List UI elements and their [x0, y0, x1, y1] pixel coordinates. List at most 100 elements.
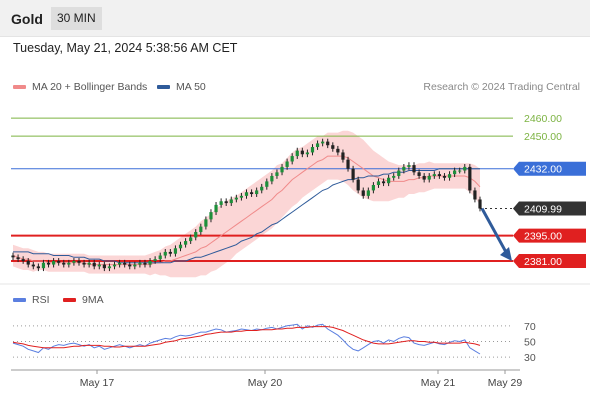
candle-body-51 — [270, 175, 274, 182]
candle-body-62 — [326, 141, 330, 146]
candle-body-74 — [387, 177, 391, 184]
candle-body-47 — [249, 192, 254, 195]
timestamp: Tuesday, May 21, 2024 5:38:56 AM CET — [13, 41, 238, 55]
top-bar: Gold 30 MIN — [0, 0, 590, 37]
level-label-4: 2395.00 — [524, 231, 562, 243]
candle-body-0 — [11, 255, 15, 258]
x-tick-label-2: May 21 — [421, 377, 456, 389]
candle-body-49 — [260, 186, 264, 191]
candle-body-21 — [117, 262, 122, 265]
candle-body-89 — [463, 166, 467, 171]
candle-body-36 — [194, 232, 198, 238]
candle-body-66 — [346, 159, 350, 169]
candle-body-40 — [214, 204, 218, 213]
candle-body-41 — [219, 201, 223, 205]
candle-body-73 — [381, 181, 386, 184]
bollinger-band — [13, 130, 480, 278]
candle-body-6 — [41, 262, 46, 269]
level-tag-3 — [513, 201, 586, 216]
candle-body-55 — [290, 156, 294, 162]
candle-body-57 — [300, 150, 304, 155]
legend-ma20-bollinger: MA 20 + Bollinger Bands — [13, 81, 147, 93]
forecast-arrow-head — [500, 246, 512, 261]
candle-body-10 — [62, 262, 66, 265]
ma50-line — [13, 168, 480, 264]
candle-body-45 — [239, 195, 244, 198]
candle-body-34 — [183, 241, 188, 245]
rsi-line — [12, 323, 481, 355]
candle-body-16 — [92, 262, 96, 267]
candle-body-35 — [189, 237, 193, 242]
candle-body-87 — [453, 170, 457, 175]
symbol-title: Gold — [11, 11, 43, 27]
legend-9ma: 9MA — [63, 294, 104, 306]
candle-body-39 — [209, 212, 213, 220]
candle-body-22 — [123, 262, 127, 265]
candle-body-27 — [148, 260, 152, 265]
candle-body-4 — [31, 264, 35, 267]
candle-body-50 — [265, 181, 269, 187]
candle-body-18 — [102, 264, 106, 269]
candle-body-43 — [229, 199, 233, 204]
candle-body-46 — [244, 192, 249, 196]
candle-body-5 — [36, 266, 40, 269]
legend-label-ma20: MA 20 + Bollinger Bands — [32, 81, 148, 93]
level-label-0: 2460.00 — [524, 113, 562, 125]
candle-body-60 — [315, 143, 320, 148]
legend-swatch-ma20 — [13, 85, 26, 89]
candle-body-32 — [173, 248, 178, 254]
candle-body-30 — [163, 251, 167, 256]
candle-body-71 — [371, 185, 376, 191]
legend-swatch-9ma — [63, 298, 76, 302]
candle-body-76 — [397, 170, 401, 176]
legend-label-rsi: RSI — [32, 294, 50, 306]
candle-body-28 — [153, 259, 157, 261]
candle-body-29 — [158, 255, 162, 260]
candle-body-58 — [305, 152, 310, 155]
candle-body-68 — [356, 179, 360, 191]
level-label-5: 2381.00 — [524, 256, 562, 268]
candle-body-70 — [366, 190, 370, 196]
x-tick-label-3: May 29 — [488, 377, 523, 389]
candle-body-9 — [57, 260, 61, 263]
level-label-3: 2409.99 — [524, 204, 562, 216]
candle-body-61 — [321, 141, 325, 144]
candle-body-67 — [351, 168, 355, 180]
candle-body-15 — [87, 262, 91, 265]
level-tag-2 — [513, 161, 586, 176]
candle-body-14 — [82, 262, 86, 265]
candle-body-88 — [458, 170, 462, 172]
level-tag-5 — [513, 253, 586, 268]
candle-body-59 — [310, 147, 315, 153]
candle-body-81 — [422, 175, 426, 180]
rsi-ma9-line — [12, 326, 481, 349]
timeframe-button[interactable]: 30 MIN — [51, 7, 102, 30]
candle-body-1 — [16, 257, 20, 260]
level-label-2: 2432.00 — [524, 164, 562, 176]
legend-label-ma50: MA 50 — [176, 81, 206, 93]
candle-body-13 — [77, 260, 81, 263]
candle-body-65 — [341, 152, 345, 160]
legend-rsi: RSI — [13, 294, 50, 306]
candle-body-8 — [52, 260, 56, 265]
level-tag-4 — [513, 228, 586, 243]
candle-body-72 — [376, 181, 381, 185]
forecast-arrow-shaft — [480, 207, 509, 255]
candle-body-86 — [447, 174, 452, 178]
candle-body-75 — [392, 175, 396, 178]
rsi-tick-label-1: 50 — [524, 337, 536, 349]
legend-ma50: MA 50 — [157, 81, 206, 93]
candle-body-42 — [224, 201, 228, 204]
candle-body-84 — [437, 174, 441, 176]
candle-body-83 — [432, 174, 436, 176]
candle-body-63 — [331, 145, 335, 149]
candle-body-77 — [402, 166, 406, 171]
candle-body-25 — [138, 262, 142, 265]
candle-body-23 — [128, 264, 132, 267]
legend-label-9ma: 9MA — [82, 294, 104, 306]
x-tick-label-0: May 17 — [80, 377, 115, 389]
candle-body-3 — [26, 260, 30, 265]
x-tick-label-1: May 20 — [248, 377, 283, 389]
rsi-tick-label-2: 30 — [524, 352, 536, 364]
